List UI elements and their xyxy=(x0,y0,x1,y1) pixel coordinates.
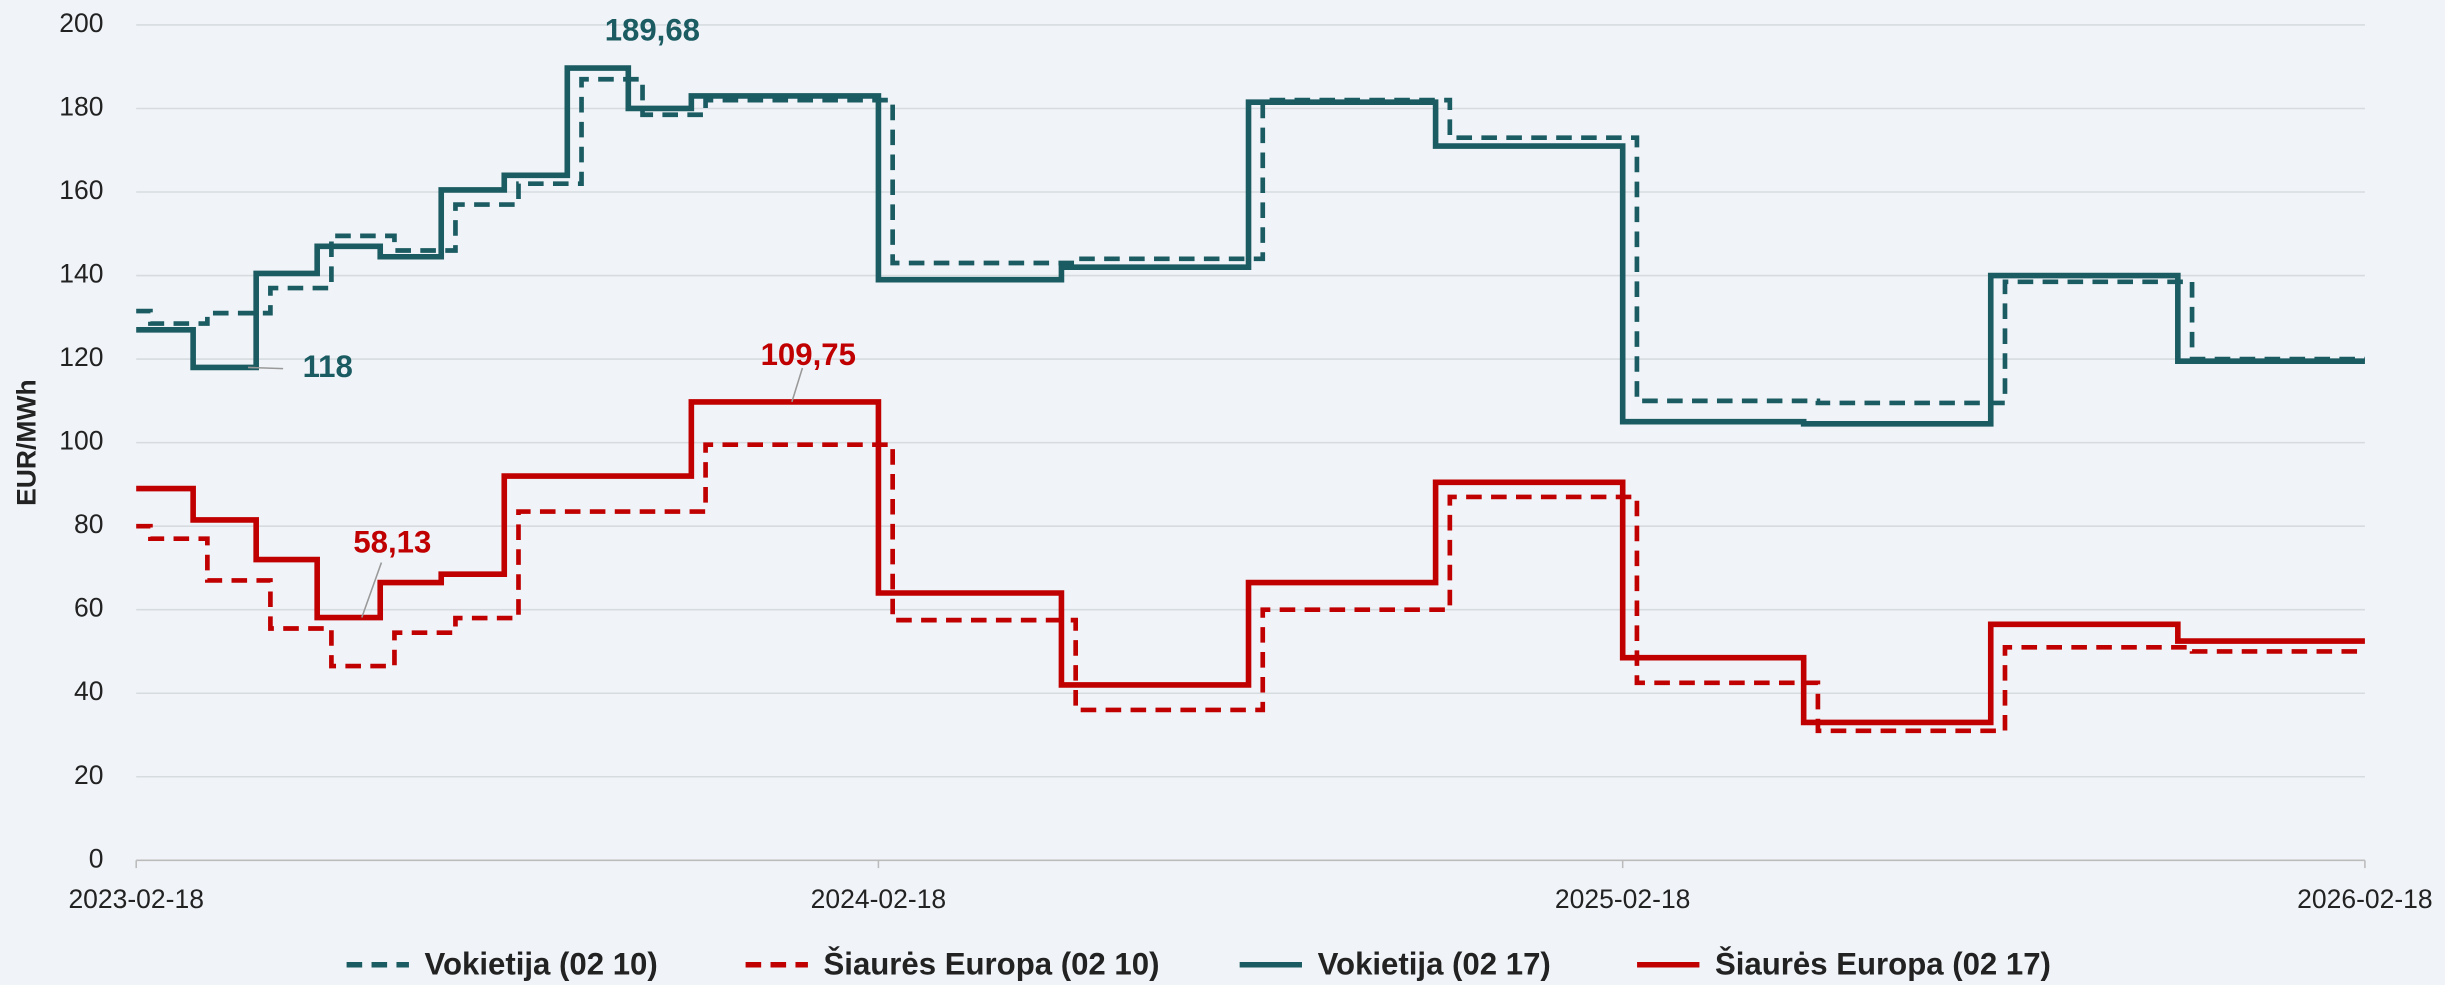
annotation-leader xyxy=(361,562,383,618)
y-tick-label: 80 xyxy=(74,509,103,539)
x-tick-label: 2025-02-18 xyxy=(1555,884,1690,914)
annotation: 118 xyxy=(303,349,353,384)
x-tick-label: 2024-02-18 xyxy=(811,884,946,914)
legend-label: Šiaurės Europa (02 17) xyxy=(1715,946,2051,982)
y-tick-label: 40 xyxy=(74,676,103,706)
y-tick-label: 20 xyxy=(74,760,103,790)
legend-label: Šiaurės Europa (02 10) xyxy=(824,946,1160,982)
annotation: 58,13 xyxy=(353,524,431,559)
series-line xyxy=(136,76,2365,406)
series-line xyxy=(136,442,2365,734)
y-tick-label: 140 xyxy=(59,259,103,289)
legend-item: Vokietija (02 17) xyxy=(1239,947,1551,982)
legend-item: Vokietija (02 10) xyxy=(346,947,658,982)
x-tick-label: 2023-02-18 xyxy=(68,884,203,914)
series-line xyxy=(136,65,2365,427)
y-tick-label: 200 xyxy=(59,8,103,38)
y-tick-label: 120 xyxy=(59,342,103,372)
legend-item: Šiaurės Europa (02 17) xyxy=(1637,946,2051,982)
y-axis-label: EUR/MWh xyxy=(12,379,42,506)
x-tick-label: 2026-02-18 xyxy=(2297,884,2432,914)
legend-item: Šiaurės Europa (02 10) xyxy=(745,946,1160,982)
annotation-leader xyxy=(248,366,284,370)
annotation: 109,75 xyxy=(761,337,856,372)
legend-label: Vokietija (02 17) xyxy=(1318,947,1551,982)
y-tick-label: 180 xyxy=(59,91,103,121)
y-tick-label: 100 xyxy=(59,426,103,456)
y-tick-label: 160 xyxy=(59,175,103,205)
annotation-leader xyxy=(791,367,804,403)
legend-label: Vokietija (02 10) xyxy=(425,947,658,982)
series-line xyxy=(136,399,2365,726)
annotation: 189,68 xyxy=(605,12,700,47)
y-tick-label: 60 xyxy=(74,593,103,623)
y-tick-label: 0 xyxy=(89,843,104,873)
